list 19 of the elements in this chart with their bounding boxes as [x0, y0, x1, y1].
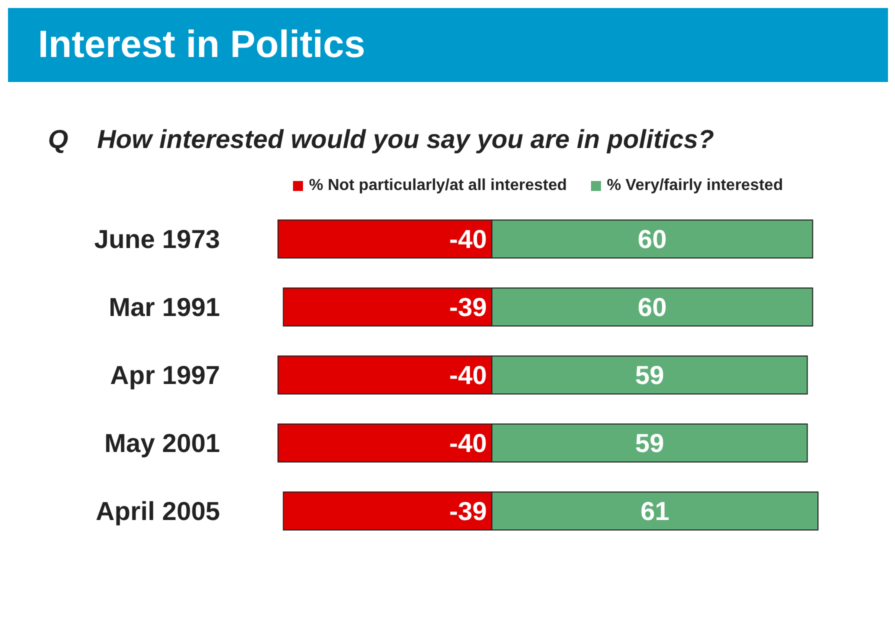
legend-label: % Not particularly/at all interested	[308, 177, 567, 195]
y-tick-label: May 2001	[104, 428, 220, 458]
data-label: -40	[449, 224, 487, 254]
chart-subtitle: Q How interested would you say you are in politics?	[48, 124, 716, 155]
y-tick-label: Apr 1997	[110, 360, 220, 390]
data-label: -40	[449, 428, 487, 458]
chart-title: Interest in Politics	[8, 8, 888, 82]
data-label: 60	[638, 292, 667, 322]
data-label: 59	[635, 428, 664, 458]
data-label: 61	[640, 496, 670, 526]
data-label: -40	[449, 360, 487, 390]
data-label: -39	[449, 292, 487, 322]
y-tick-label: April 2005	[96, 496, 220, 526]
y-tick-label: June 1973	[94, 224, 220, 254]
data-label: 60	[638, 224, 667, 254]
data-label: 59	[635, 360, 664, 390]
legend-label: % Very/fairly interested	[606, 177, 783, 195]
data-label: -39	[449, 496, 487, 526]
y-tick-label: Mar 1991	[108, 292, 220, 322]
